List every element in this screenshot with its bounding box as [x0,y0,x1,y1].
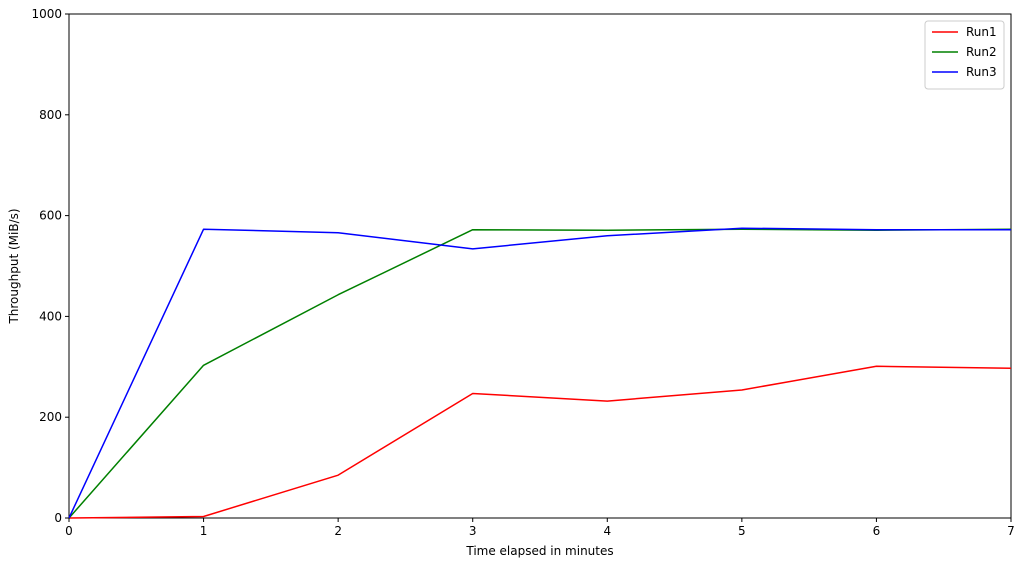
legend-label-run2: Run2 [966,45,997,59]
series-layer [68,227,1012,519]
x-tick-label: 6 [873,524,881,538]
y-tick-label: 400 [39,309,62,323]
plot-area: 0 1 2 3 4 5 6 7 0 200 400 600 800 1000 [31,7,1014,538]
x-axis-ticks: 0 1 2 3 4 5 6 7 [65,518,1015,538]
legend-label-run1: Run1 [966,25,997,39]
legend: Run1 Run2 Run3 [924,20,1005,90]
plot-frame [68,13,1012,519]
x-tick-label: 2 [334,524,342,538]
x-tick-label: 7 [1007,524,1015,538]
y-tick-label: 0 [54,511,62,525]
series-line-run2 [68,228,1012,519]
y-tick-label: 1000 [31,7,62,21]
y-tick-label: 200 [39,410,62,424]
y-axis-ticks: 0 200 400 600 800 1000 [31,7,69,525]
y-tick-label: 800 [39,108,62,122]
x-tick-label: 0 [65,524,73,538]
y-axis-label: Throughput (MiB/s) [7,208,21,324]
series-line-run3 [68,227,1011,519]
y-tick-label: 600 [39,209,62,223]
x-tick-label: 3 [469,524,477,538]
legend-label-run3: Run3 [966,65,997,79]
series-line-run1 [68,365,1012,519]
x-tick-label: 4 [603,524,611,538]
x-tick-label: 5 [738,524,746,538]
x-tick-label: 1 [200,524,208,538]
x-axis-label: Time elapsed in minutes [465,544,613,558]
